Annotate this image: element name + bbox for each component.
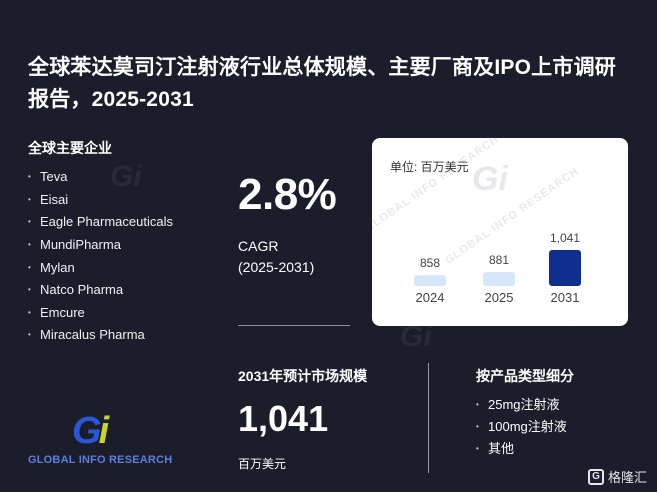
bar-value-label: 881 — [489, 253, 509, 267]
market-size-heading: 2031年预计市场规模 — [238, 368, 368, 384]
bullet-icon: • — [28, 285, 31, 295]
company-list: • Teva • Eisai • Eagle Pharmaceuticals • Mun… — [28, 166, 173, 347]
bar-2024 — [414, 275, 446, 286]
bar-chart: 858 2024 881 2025 1,041 2031 — [414, 231, 581, 305]
chart-unit-label: 单位: 百万美元 — [390, 160, 469, 174]
category-label: 2024 — [416, 290, 445, 305]
report-title: 全球苯达莫司汀注射液行业总体规模、主要厂商及IPO上市调研报告，2025-203… — [28, 56, 616, 111]
source-badge-text: 格隆汇 — [607, 470, 647, 485]
company-item: • Natco Pharma — [28, 279, 173, 302]
bullet-icon: • — [28, 262, 31, 272]
bar-value-label: 1,041 — [550, 231, 580, 245]
cagr-underline — [238, 325, 350, 326]
company-item: • Teva — [28, 166, 173, 189]
bullet-icon: • — [28, 194, 31, 204]
market-size-unit: 百万美元 — [238, 457, 287, 471]
company-item: • Emcure — [28, 302, 173, 325]
brand-mark: Gi — [72, 410, 109, 452]
segment-item: • 100mg注射液 — [476, 416, 567, 438]
cagr-value: 2.8% — [238, 170, 337, 219]
source-logo-icon: G — [587, 468, 604, 485]
segment-list: • 25mg注射液 • 100mg注射液 • 其他 — [476, 394, 567, 460]
background-watermark-logo: Gi — [110, 160, 142, 193]
cagr-label: CAGR (2025-2031) — [238, 236, 314, 278]
bullet-icon: • — [28, 330, 31, 340]
bullet-icon: • — [476, 444, 479, 453]
company-item: • MundiPharma — [28, 234, 173, 257]
bar-value-label: 858 — [420, 256, 440, 270]
company-item: • Miracalus Pharma — [28, 324, 173, 347]
segment-item: • 其他 — [476, 438, 567, 460]
bullet-icon: • — [28, 217, 31, 227]
category-label: 2031 — [551, 290, 580, 305]
bar-2025 — [483, 272, 515, 286]
brand-logo: Gi GLOBAL INFO RESEARCH — [28, 410, 178, 470]
bullet-icon: • — [28, 307, 31, 317]
market-size-value: 1,041 — [238, 398, 329, 439]
cagr-label-text: CAGR — [238, 238, 279, 254]
company-item: • Eisai — [28, 189, 173, 212]
chart-watermark-logo: Gi — [472, 160, 508, 198]
source-badge: G 格隆汇 — [587, 467, 647, 486]
segment-heading: 按产品类型细分 — [476, 368, 574, 384]
brand-name: GLOBAL INFO RESEARCH — [28, 454, 173, 466]
market-size-chart-card: Gi GLOBAL INFO RESEARCH GLOBAL INFO RESE… — [372, 138, 628, 326]
cagr-period: (2025-2031) — [238, 259, 315, 275]
segment-item: • 25mg注射液 — [476, 394, 567, 416]
category-label: 2025 — [485, 290, 514, 305]
bullet-icon: • — [476, 422, 479, 431]
bar-2031 — [549, 250, 581, 286]
company-item: • Eagle Pharmaceuticals — [28, 211, 173, 234]
company-item: • Mylan — [28, 256, 173, 279]
bullet-icon: • — [28, 172, 31, 182]
companies-heading: 全球主要企业 — [28, 140, 112, 156]
bullet-icon: • — [28, 240, 31, 250]
bullet-icon: • — [476, 400, 479, 409]
section-divider — [428, 363, 429, 473]
